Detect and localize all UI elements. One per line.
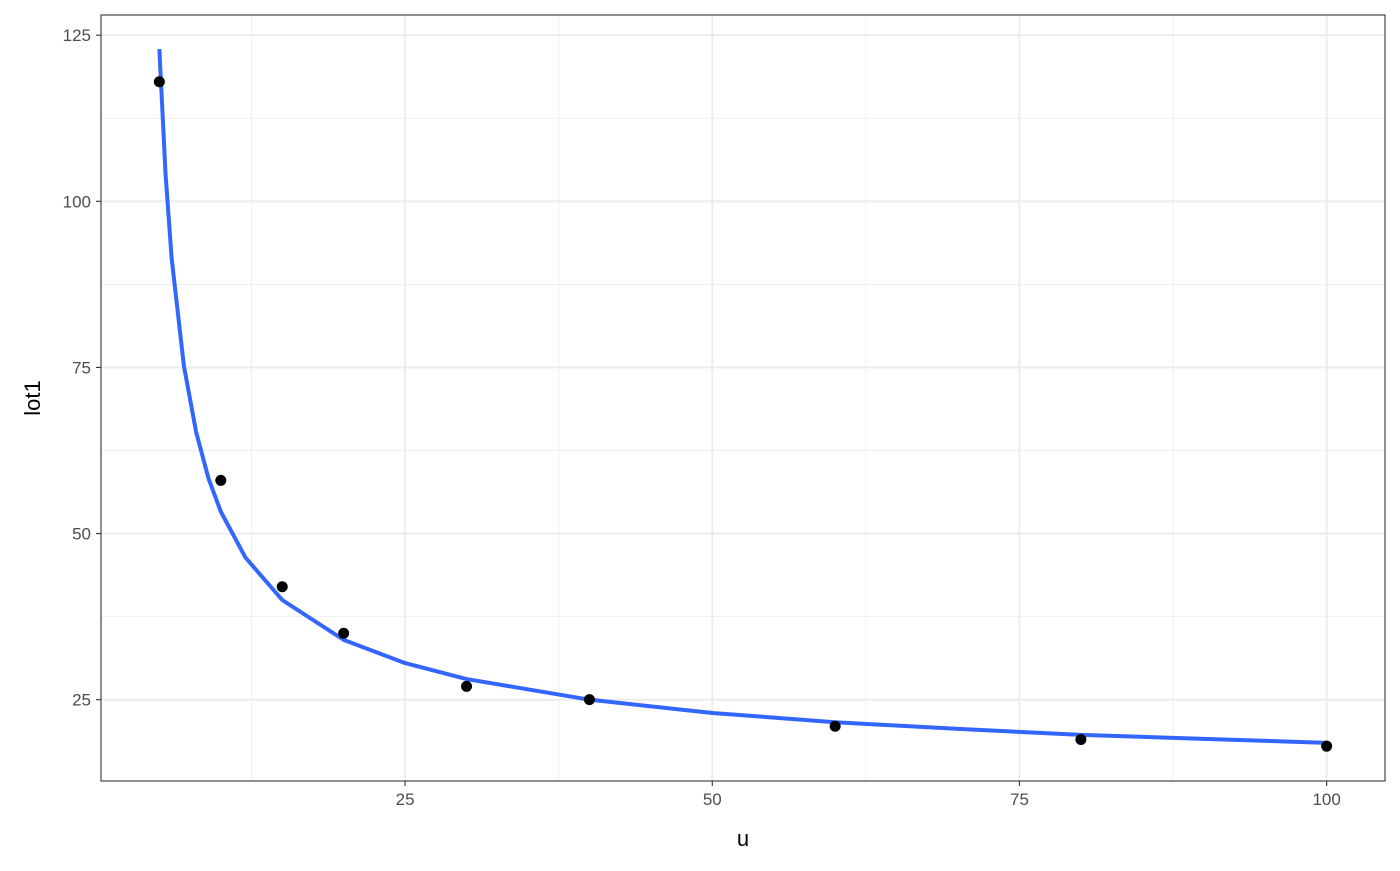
axes: 25 50 75 100 25 50 75 100 125 [63,26,1341,809]
panel-background [101,15,1385,781]
x-tick-label: 100 [1312,790,1340,809]
data-point [276,581,288,593]
grid [101,15,1385,781]
y-tick-label: 75 [72,358,91,377]
x-tick-label: 25 [396,790,415,809]
x-tick-label: 50 [703,790,722,809]
fitted-line-layer [157,49,1327,745]
points-layer [153,76,1333,752]
fitted-curve [157,49,1327,745]
data-point [1321,740,1333,752]
data-point [829,720,841,732]
y-axis-label: lot1 [20,380,45,415]
data-point [461,680,473,692]
y-tick-label: 50 [72,525,91,544]
x-tick-label: 75 [1010,790,1029,809]
x-axis-label: u [737,826,749,851]
data-point [153,76,165,88]
data-point [583,694,595,706]
y-tick-label: 100 [63,192,91,211]
data-point [215,474,227,486]
y-tick-label: 125 [63,26,91,45]
y-tick-label: 25 [72,691,91,710]
panel-border [100,14,1386,782]
data-point [338,627,350,639]
data-point [1075,734,1087,746]
